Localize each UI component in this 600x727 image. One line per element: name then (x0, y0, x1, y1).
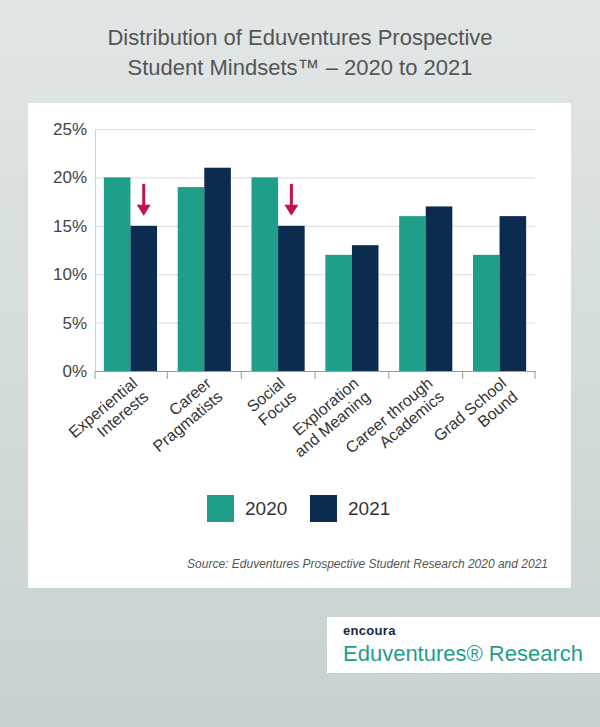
x-tick-label: ExperientialInterests (65, 374, 151, 454)
chart-svg: Distribution of Eduventures ProspectiveS… (0, 0, 600, 727)
legend: 2020 2021 (207, 495, 390, 522)
bar (278, 226, 305, 371)
y-tick-label: 0% (62, 362, 87, 381)
grid-line (95, 129, 535, 130)
bar (352, 245, 379, 371)
x-tick: CareerPragmatists (139, 374, 226, 455)
category-separator (167, 371, 168, 379)
grid-line (95, 226, 535, 227)
logo-name: Eduventures® Research (343, 641, 583, 666)
y-tick: 25% (53, 120, 535, 139)
x-tick-label: Grad SchoolBound (430, 374, 520, 458)
y-tick-label: 5% (62, 314, 87, 333)
bar (252, 177, 279, 371)
category-separator (535, 371, 536, 379)
x-axis: ExperientialInterestsCareerPragmatists So… (65, 372, 535, 470)
legend-label: 2021 (348, 498, 390, 519)
arrow-shaft (142, 184, 145, 208)
legend-label: 2020 (245, 498, 287, 519)
x-tick-label: CareerPragmatists (139, 374, 226, 455)
chart-card (28, 103, 571, 588)
chart-title: Distribution of Eduventures ProspectiveS… (107, 25, 492, 80)
legend-item: 2020 (207, 495, 287, 522)
bar (130, 226, 157, 371)
arrow-head (284, 205, 298, 216)
bar (104, 177, 131, 371)
bar (325, 255, 352, 371)
series-bars (130, 168, 526, 371)
grid-line (95, 177, 535, 178)
logo-box (327, 617, 600, 673)
bar (426, 206, 453, 371)
bars (104, 168, 526, 371)
series-bars (104, 177, 500, 371)
decline-arrow (284, 184, 298, 216)
y-tick-label: 15% (53, 217, 87, 236)
category-separator (95, 371, 96, 379)
bar (178, 187, 205, 371)
decline-arrow (137, 184, 151, 216)
category-separator (388, 371, 389, 379)
category-separator (315, 371, 316, 379)
legend-swatch (207, 495, 234, 522)
x-tick-label: Career throughAcademics (342, 374, 447, 470)
category-separator (241, 371, 242, 379)
grid-line (95, 274, 535, 275)
bar (399, 216, 426, 371)
background (0, 0, 600, 727)
source-note: Source: Eduventures Prospective Student … (187, 557, 548, 571)
grid-line (95, 323, 535, 324)
arrow-shaft (290, 184, 293, 208)
x-tick: Grad SchoolBound (430, 374, 520, 458)
y-axis: 0% 5% 10% 15% 20% 25% (53, 120, 535, 381)
logo-brand: encoura (343, 623, 396, 638)
y-tick-label: 20% (53, 168, 87, 187)
bar (500, 216, 527, 371)
y-axis-line (96, 130, 536, 372)
x-tick-label: SocialFocus (244, 374, 300, 429)
y-tick-label: 10% (53, 265, 87, 284)
category-separators (95, 371, 535, 379)
legend-item: 2021 (310, 495, 390, 522)
bar (473, 255, 500, 371)
x-tick: ExperientialInterests (65, 374, 151, 454)
x-tick: SocialFocus (244, 374, 300, 429)
bar (204, 168, 231, 371)
category-separator (462, 371, 463, 379)
legend-swatch (310, 495, 337, 522)
decline-arrows (137, 184, 299, 216)
chart-root: Distribution of Eduventures ProspectiveS… (0, 0, 600, 727)
x-tick: Career throughAcademics (342, 374, 447, 470)
arrow-head (137, 205, 151, 216)
y-tick-label: 25% (53, 120, 87, 139)
